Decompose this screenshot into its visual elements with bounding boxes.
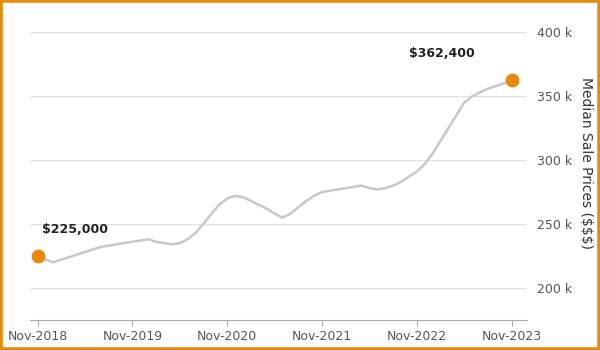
Text: $362,400: $362,400	[409, 48, 475, 61]
Text: $225,000: $225,000	[41, 223, 107, 236]
Y-axis label: Median Sale Prices ($$$): Median Sale Prices ($$$)	[579, 77, 593, 249]
Point	[507, 78, 517, 83]
Point	[33, 253, 43, 259]
